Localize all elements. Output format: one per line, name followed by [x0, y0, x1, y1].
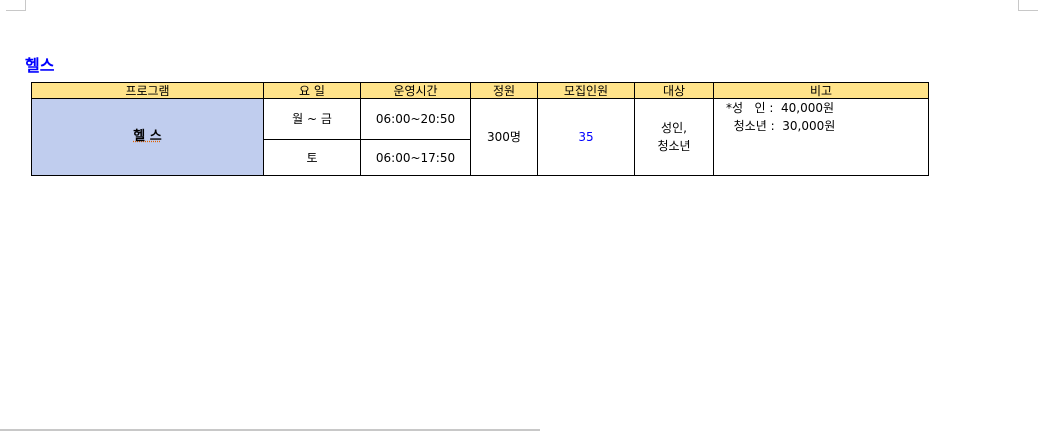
hours-cell-weekday: 06:00~20:50 — [360, 98, 471, 140]
header-capacity: 정원 — [470, 82, 538, 99]
crop-mark-right — [1018, 0, 1038, 11]
program-name: 헬 스 — [133, 129, 162, 144]
program-cell: 헬 스 — [31, 98, 264, 176]
note-line-2: 청소년 : 30,000원 — [726, 119, 836, 133]
section-title: 헬스 — [25, 56, 55, 75]
recruited-cell: 35 — [537, 98, 635, 176]
header-note: 비고 — [713, 82, 929, 99]
day-cell-saturday: 토 — [263, 139, 361, 176]
target-cell: 성인, 청소년 — [634, 98, 714, 176]
hours-cell-saturday: 06:00~17:50 — [360, 139, 471, 176]
header-day: 요 일 — [263, 82, 361, 99]
header-hours: 운영시간 — [360, 82, 471, 99]
target-line-1: 성인, — [661, 121, 687, 135]
capacity-cell: 300명 — [470, 98, 538, 176]
header-recruited: 모집인원 — [537, 82, 635, 99]
target-line-2: 청소년 — [657, 139, 691, 153]
note-cell: *성 인 : 40,000원 청소년 : 30,000원 — [713, 98, 929, 176]
horizontal-scrollbar[interactable] — [0, 429, 540, 431]
header-target: 대상 — [634, 82, 714, 99]
note-line-1: *성 인 : 40,000원 — [726, 101, 835, 115]
crop-mark-left — [6, 0, 26, 11]
header-program: 프로그램 — [31, 82, 264, 99]
day-cell-weekday: 월 ~ 금 — [263, 98, 361, 140]
